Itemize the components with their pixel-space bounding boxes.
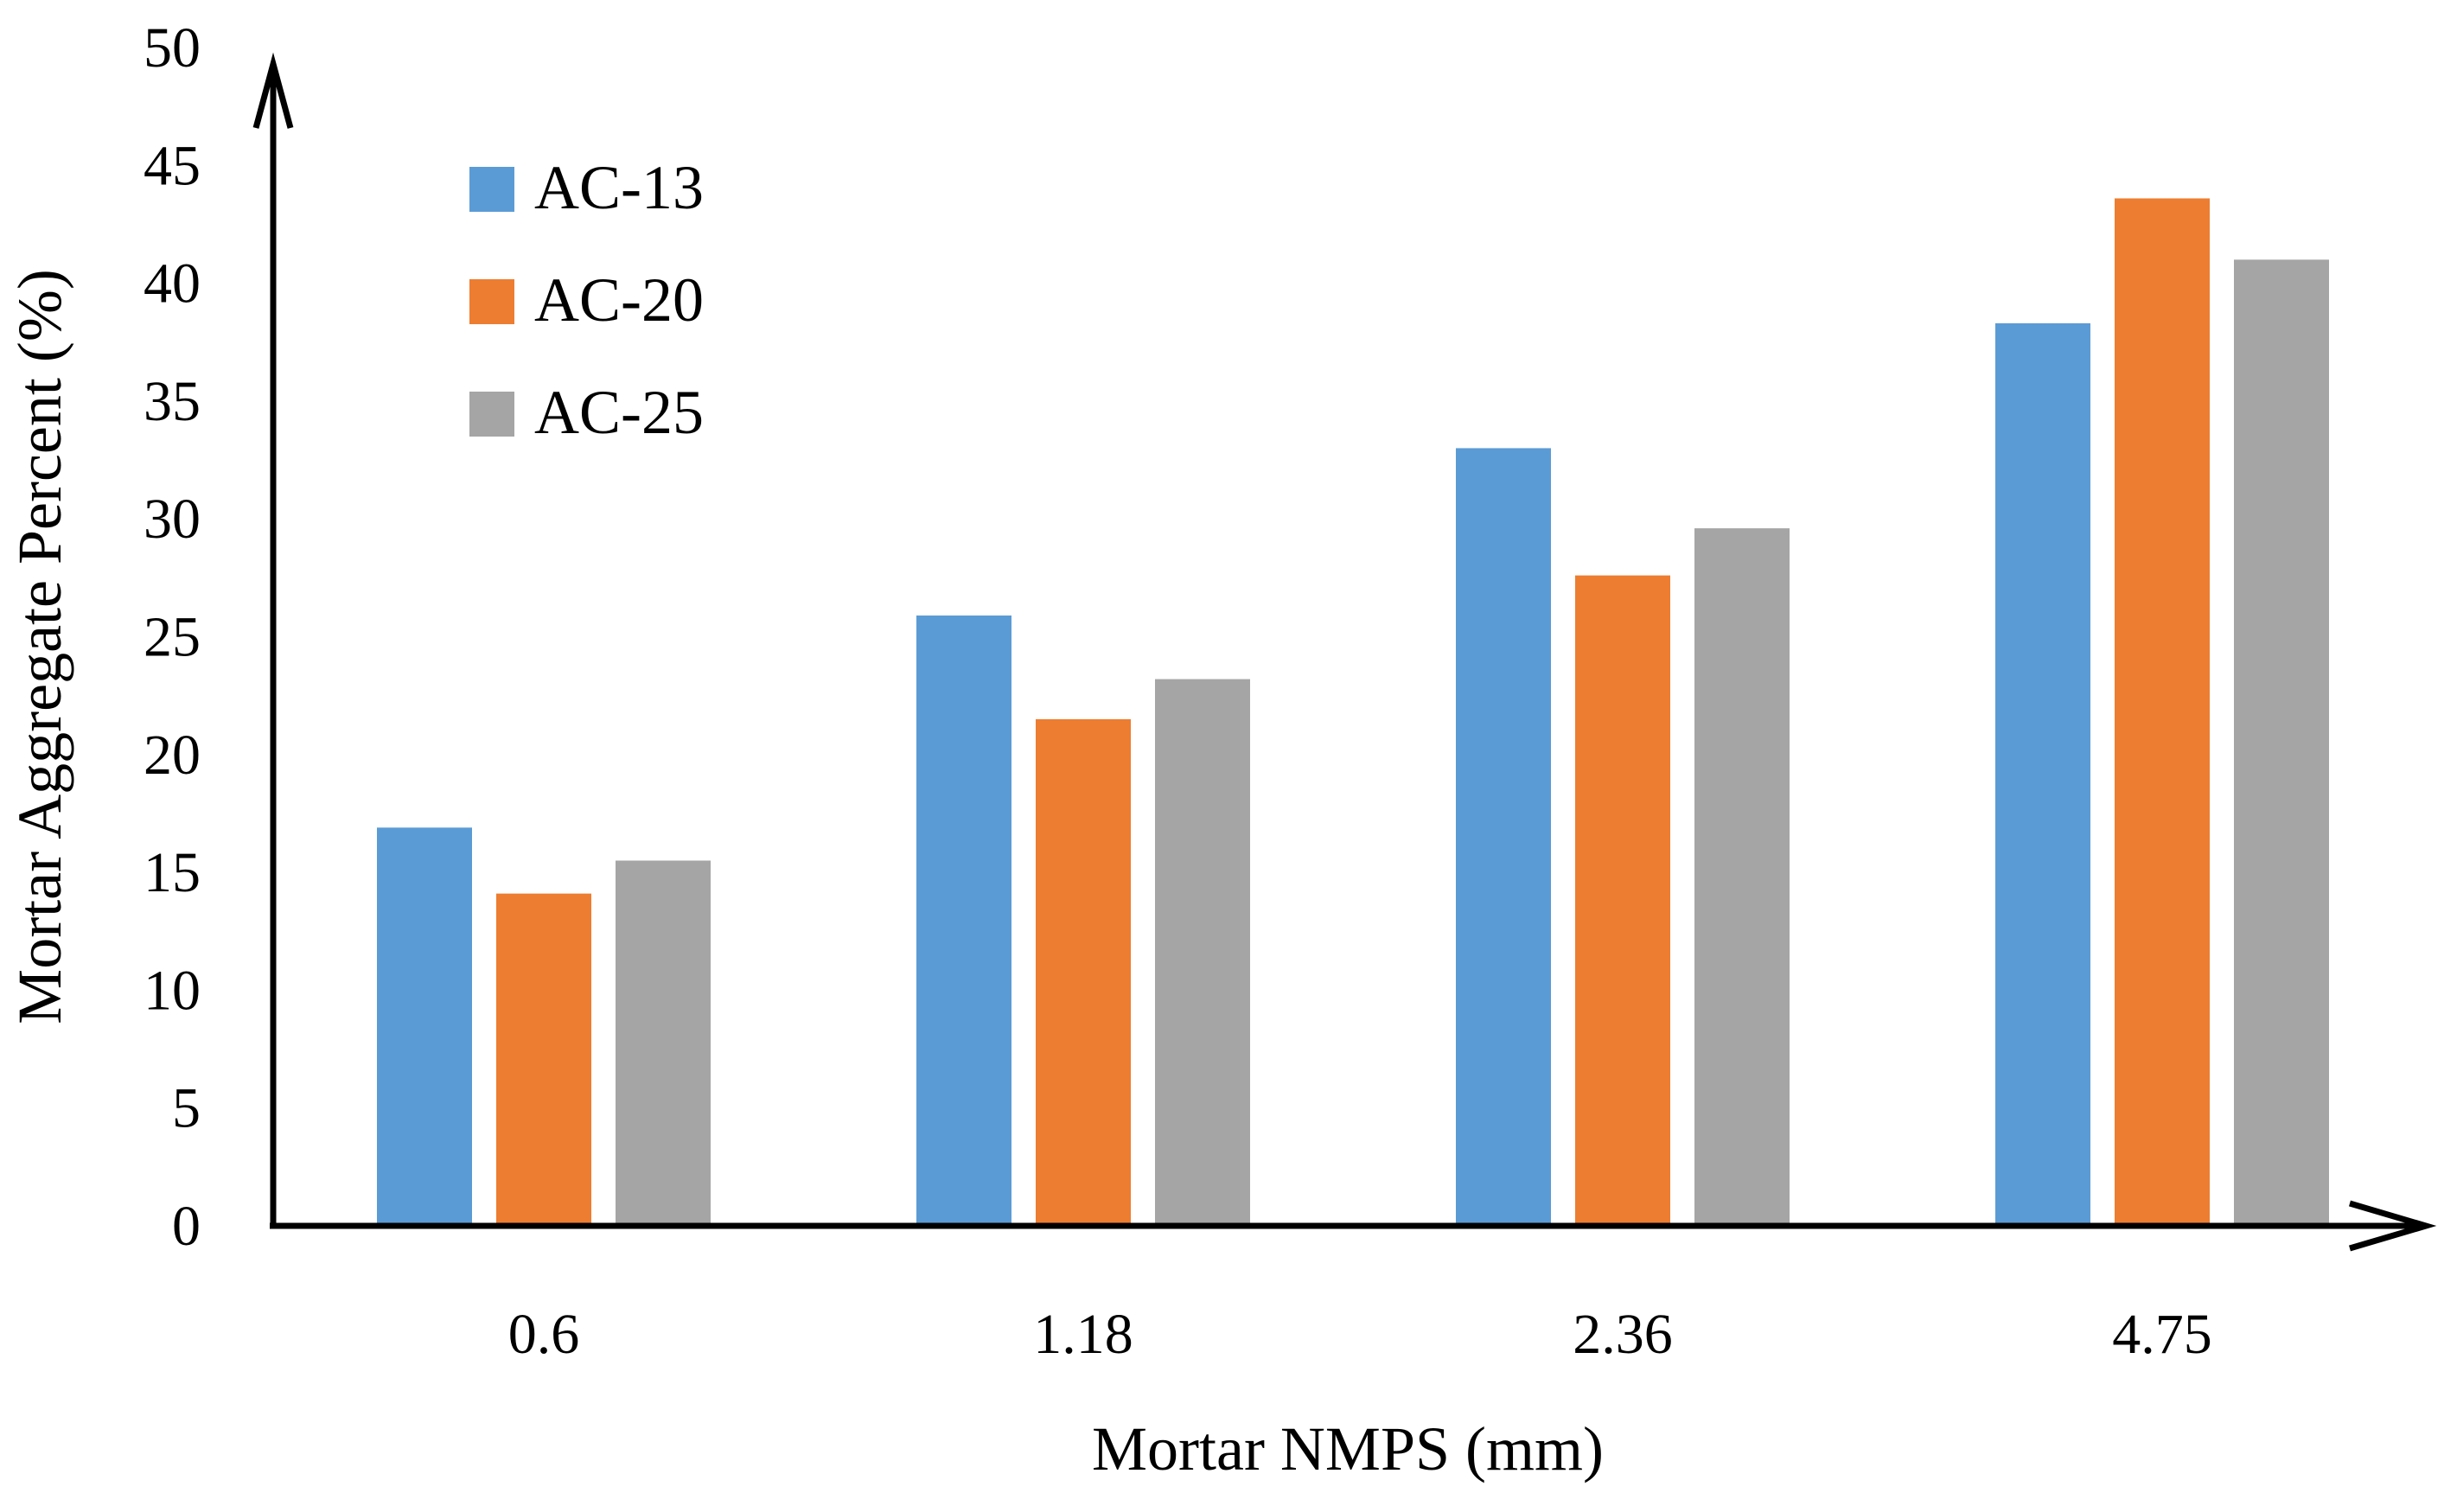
- y-tick-label: 50: [144, 16, 201, 80]
- y-tick-labels: 0 5 10 15 20 25 30 35 40 45 50: [144, 16, 201, 1258]
- y-tick-label: 35: [144, 370, 201, 433]
- bar-ac-25-2_36: [1694, 528, 1790, 1226]
- y-axis-arrowhead: [252, 52, 294, 129]
- bar-ac-13-0_6: [377, 827, 472, 1226]
- x-tick-label: 0.6: [508, 1303, 580, 1366]
- legend-swatch-ac-20: [469, 279, 514, 324]
- x-axis-arrowhead: [2349, 1200, 2437, 1252]
- bar-ac-20-2_36: [1575, 575, 1670, 1226]
- x-axis-title: Mortar NMPS (mm): [1092, 1414, 1604, 1483]
- legend-swatch-ac-13: [469, 167, 514, 212]
- y-tick-label: 10: [144, 959, 201, 1022]
- bar-ac-20-4_75: [2115, 198, 2210, 1227]
- x-tick-label: 4.75: [2112, 1303, 2212, 1366]
- legend-label-ac-13: AC-13: [534, 153, 704, 222]
- bar-ac-25-4_75: [2234, 259, 2329, 1227]
- y-tick-label: 25: [144, 606, 201, 669]
- y-tick-label: 5: [172, 1077, 201, 1140]
- legend-label-ac-20: AC-20: [534, 265, 704, 335]
- legend-swatch-ac-25: [469, 392, 514, 437]
- y-tick-label: 15: [144, 841, 201, 904]
- y-axis-title: Mortar Aggregate Percent (%): [5, 269, 74, 1024]
- y-tick-label: 40: [144, 252, 201, 316]
- legend-label-ac-25: AC-25: [534, 378, 704, 447]
- bar-ac-25-0_6: [616, 860, 711, 1226]
- bar-ac-20-1_18: [1036, 718, 1131, 1226]
- x-tick-label: 2.36: [1573, 1303, 1673, 1366]
- x-tick-labels: 0.6 1.18 2.36 4.75: [508, 1303, 2212, 1366]
- bar-ac-20-0_6: [496, 893, 591, 1226]
- x-tick-label: 1.18: [1033, 1303, 1133, 1366]
- y-tick-label: 30: [144, 488, 201, 551]
- bar-ac-13-4_75: [1995, 322, 2090, 1226]
- bar-ac-13-2_36: [1456, 448, 1551, 1226]
- bar-ac-25-1_18: [1155, 679, 1250, 1226]
- bars-group: [377, 198, 2329, 1227]
- y-tick-label: 45: [144, 134, 201, 197]
- y-tick-label: 20: [144, 724, 201, 787]
- bar-ac-13-1_18: [916, 615, 1011, 1226]
- legend: AC-13 AC-20 AC-25: [469, 153, 704, 447]
- y-tick-label: 0: [172, 1195, 201, 1258]
